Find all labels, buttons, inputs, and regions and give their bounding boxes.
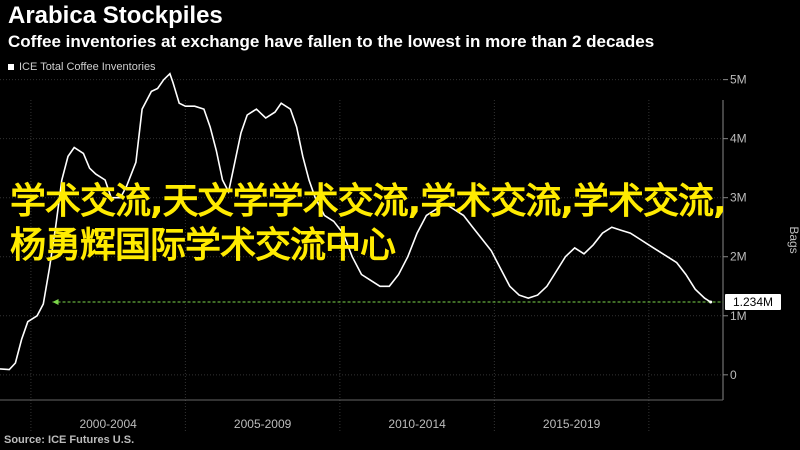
reference-arrow xyxy=(52,298,59,305)
x-tick-label: 2015-2019 xyxy=(543,417,601,431)
last-value-box xyxy=(725,293,781,310)
y-tick-label: 0 xyxy=(730,368,737,382)
y-tick-label: 5M xyxy=(730,73,747,87)
source-note: Source: ICE Futures U.S. xyxy=(4,434,135,446)
last-point xyxy=(709,300,713,304)
last-value-label: 1.234M xyxy=(733,295,773,309)
y-tick-label: 2M xyxy=(730,250,747,264)
legend-swatch xyxy=(8,64,14,70)
y-tick-label: 4M xyxy=(730,132,747,146)
x-tick-label: 2005-2009 xyxy=(234,417,292,431)
x-tick-label: 2000-2004 xyxy=(79,417,137,431)
legend-label: ICE Total Coffee Inventories xyxy=(19,61,156,73)
y-axis-label: Bags xyxy=(787,226,800,253)
x-tick-label: 2010-2014 xyxy=(388,417,446,431)
legend: ICE Total Coffee Inventories xyxy=(8,61,156,73)
watermark-overlay-text: 学术交流,天文学学术交流,学术交流,学术交流,杨勇辉国际学术交流中心 xyxy=(10,181,727,266)
y-tick-label: 3M xyxy=(730,191,747,205)
chart-title: Arabica Stockpiles xyxy=(8,2,223,29)
y-tick-label: 1M xyxy=(730,309,747,323)
chart-subtitle: Coffee inventories at exchange have fall… xyxy=(8,32,655,51)
series-line xyxy=(0,72,712,371)
